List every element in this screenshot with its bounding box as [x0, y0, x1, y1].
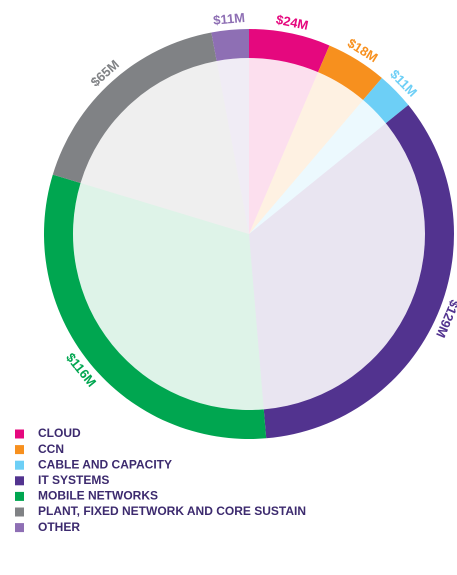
legend-swatch — [15, 429, 24, 439]
legend-label: CCN — [38, 442, 64, 456]
donut-segment — [211, 29, 249, 61]
legend-swatch — [15, 460, 24, 470]
pie-slice-inner — [80, 60, 250, 234]
legend-swatch — [15, 491, 24, 501]
donut-segment — [43, 174, 267, 439]
pie-slice-inner — [249, 100, 386, 235]
donut-segment — [363, 77, 409, 124]
legend-label: IT SYSTEMS — [38, 473, 109, 487]
data-label: $24M — [275, 12, 310, 33]
pie-slice-inner — [249, 72, 364, 235]
data-label: $11M — [213, 10, 246, 28]
legend-swatch — [15, 507, 24, 517]
legend-label: CABLE AND CAPACITY — [38, 457, 172, 471]
donut-segment — [263, 105, 455, 439]
donut-segment — [318, 45, 382, 101]
pie-slice-inner — [249, 123, 425, 410]
legend-swatch — [15, 445, 24, 455]
legend-label: CLOUD — [38, 426, 81, 440]
donut-segment — [52, 32, 217, 183]
donut-segment — [249, 29, 330, 73]
pie-slice-inner — [249, 58, 319, 234]
legend-swatch — [15, 523, 24, 533]
legend-label: MOBILE NETWORKS — [38, 489, 158, 503]
pie-slice-inner — [216, 58, 249, 234]
legend-label: OTHER — [38, 520, 80, 534]
legend-label: PLANT, FIXED NETWORK AND CORE SUSTAIN — [38, 504, 306, 518]
legend-swatch — [15, 476, 24, 486]
pie-slice-inner — [72, 182, 264, 410]
